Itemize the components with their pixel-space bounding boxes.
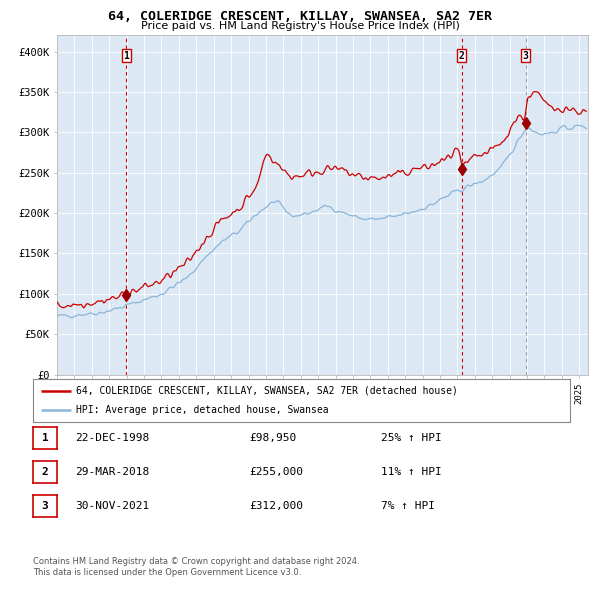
Text: 1: 1 — [41, 433, 49, 442]
Text: £255,000: £255,000 — [249, 467, 303, 477]
Text: 2: 2 — [41, 467, 49, 477]
Text: Price paid vs. HM Land Registry's House Price Index (HPI): Price paid vs. HM Land Registry's House … — [140, 21, 460, 31]
Text: 30-NOV-2021: 30-NOV-2021 — [75, 502, 149, 511]
Text: 22-DEC-1998: 22-DEC-1998 — [75, 433, 149, 442]
Text: 3: 3 — [41, 502, 49, 511]
Text: £98,950: £98,950 — [249, 433, 296, 442]
Text: 25% ↑ HPI: 25% ↑ HPI — [381, 433, 442, 442]
Text: 11% ↑ HPI: 11% ↑ HPI — [381, 467, 442, 477]
Text: 29-MAR-2018: 29-MAR-2018 — [75, 467, 149, 477]
Text: Contains HM Land Registry data © Crown copyright and database right 2024.: Contains HM Land Registry data © Crown c… — [33, 558, 359, 566]
Text: 7% ↑ HPI: 7% ↑ HPI — [381, 502, 435, 511]
Text: 1: 1 — [123, 51, 129, 61]
Text: £312,000: £312,000 — [249, 502, 303, 511]
Text: 64, COLERIDGE CRESCENT, KILLAY, SWANSEA, SA2 7ER (detached house): 64, COLERIDGE CRESCENT, KILLAY, SWANSEA,… — [76, 386, 458, 396]
Text: This data is licensed under the Open Government Licence v3.0.: This data is licensed under the Open Gov… — [33, 568, 301, 577]
Text: 2: 2 — [458, 51, 464, 61]
Text: HPI: Average price, detached house, Swansea: HPI: Average price, detached house, Swan… — [76, 405, 329, 415]
Text: 3: 3 — [523, 51, 529, 61]
Text: 64, COLERIDGE CRESCENT, KILLAY, SWANSEA, SA2 7ER: 64, COLERIDGE CRESCENT, KILLAY, SWANSEA,… — [108, 10, 492, 23]
